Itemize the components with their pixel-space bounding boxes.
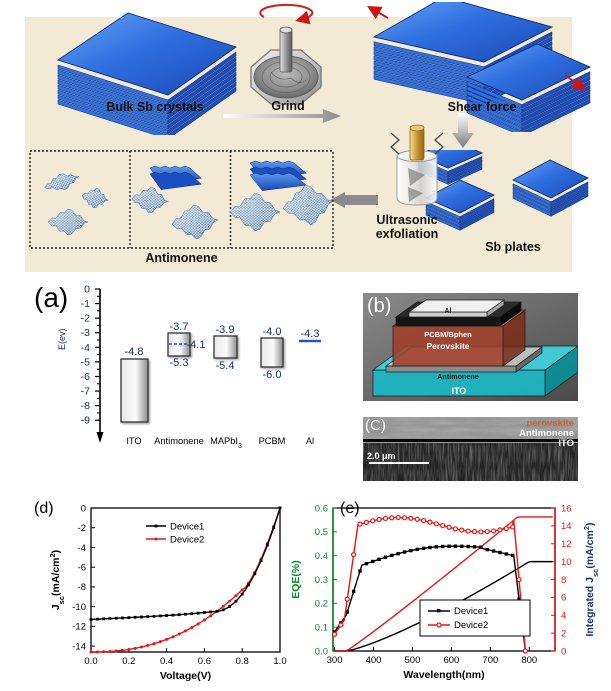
svg-text:0: 0	[561, 646, 566, 657]
svg-text:14: 14	[561, 521, 572, 532]
svg-text:16: 16	[561, 503, 572, 514]
svg-text:Device1: Device1	[454, 606, 488, 617]
svg-text:500: 500	[405, 655, 421, 666]
svg-text:300: 300	[327, 655, 343, 666]
svg-text:0.4: 0.4	[315, 551, 328, 562]
svg-text:Wavelength(nm): Wavelength(nm)	[403, 669, 484, 681]
svg-text:600: 600	[443, 655, 459, 666]
svg-text:700: 700	[482, 655, 498, 666]
svg-text:12: 12	[561, 539, 572, 550]
svg-text:800: 800	[521, 655, 537, 666]
svg-text:0.3: 0.3	[315, 575, 328, 586]
svg-text:0.5: 0.5	[315, 527, 328, 538]
svg-text:Integrated Jsc(mA/cm2): Integrated Jsc(mA/cm2)	[582, 522, 600, 636]
svg-text:4: 4	[561, 611, 566, 622]
svg-text:Device2: Device2	[454, 620, 488, 631]
svg-text:0.6: 0.6	[315, 503, 328, 514]
svg-text:0.2: 0.2	[315, 599, 328, 610]
svg-text:8: 8	[561, 575, 566, 586]
svg-text:EQE(%): EQE(%)	[290, 560, 302, 599]
svg-text:10: 10	[561, 557, 572, 568]
svg-text:2: 2	[561, 628, 566, 639]
svg-text:400: 400	[366, 655, 382, 666]
svg-text:6: 6	[561, 593, 566, 604]
svg-text:0.1: 0.1	[315, 622, 328, 633]
svg-text:0.0: 0.0	[315, 646, 328, 657]
